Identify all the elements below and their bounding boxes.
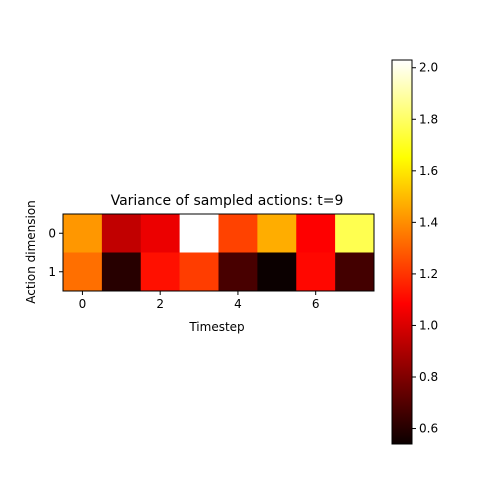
- x-tick-label: 4: [234, 297, 242, 311]
- y-tick-label: 1: [48, 265, 56, 279]
- heatmap-cell-r1-c6: [296, 252, 336, 292]
- heatmap-cell-r1-c0: [63, 252, 103, 292]
- y-tick-label: 0: [48, 226, 56, 240]
- heatmap-cell-r0-c3: [179, 214, 219, 253]
- heatmap-cell-r1-c5: [257, 252, 297, 292]
- heatmap-cell-r1-c4: [218, 252, 258, 292]
- colorbar: [391, 59, 413, 445]
- x-tick-label: 6: [312, 297, 320, 311]
- colorbar-tick-label: 0.8: [419, 370, 438, 384]
- heatmap-cell-r1-c7: [335, 252, 375, 292]
- x-tick-label: 0: [79, 297, 87, 311]
- colorbar-tick-label: 0.6: [419, 422, 438, 436]
- heatmap-cell-r0-c5: [257, 214, 297, 253]
- heatmap-frame: [62, 213, 375, 292]
- heatmap-cell-r1-c3: [179, 252, 219, 292]
- colorbar-tick-label: 2.0: [419, 61, 438, 75]
- y-axis-label: Action dimension: [24, 200, 38, 304]
- x-tick-label: 2: [156, 297, 164, 311]
- heatmap-cell-r0-c6: [296, 214, 336, 253]
- x-axis-ticks: 0 2 4 6: [79, 291, 320, 311]
- heatmap-cells: [63, 214, 375, 292]
- colorbar-tick-label: 1.4: [419, 215, 438, 229]
- heatmap-cell-r0-c2: [140, 214, 180, 253]
- heatmap-cell-r0-c0: [63, 214, 103, 253]
- heatmap-cell-r1-c2: [140, 252, 180, 292]
- heatmap-cell-r0-c1: [101, 214, 142, 253]
- heatmap-cell-r0-c4: [218, 214, 258, 253]
- chart-title: Variance of sampled actions: t=9: [111, 193, 344, 209]
- y-axis-ticks: 01: [48, 226, 63, 279]
- colorbar-tick-label: 1.8: [419, 112, 438, 126]
- x-axis-label: Timestep: [188, 320, 244, 334]
- heatmap-cell-r0-c7: [335, 214, 375, 253]
- colorbar-ticks: 0.6 0.8 1.0 1.2 1.4 1.6 1.8 2.0: [412, 61, 438, 436]
- colorbar-tick-label: 1.6: [419, 164, 438, 178]
- colorbar-tick-label: 1.2: [419, 267, 438, 281]
- heatmap-cell-r1-c1: [101, 252, 142, 292]
- colorbar-tick-label: 1.0: [419, 318, 438, 332]
